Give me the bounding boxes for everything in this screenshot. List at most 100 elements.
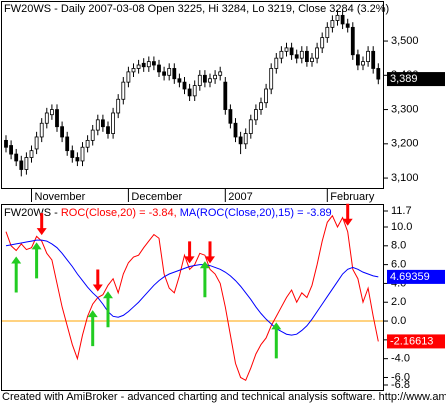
value-box-label: 3,389 — [390, 73, 418, 85]
roc-panel — [1, 204, 384, 391]
candle-body — [136, 64, 141, 69]
value-box-label: -2.16613 — [390, 335, 433, 347]
candle-body — [202, 74, 207, 83]
sell-arrow — [342, 203, 353, 226]
candle-body — [340, 14, 345, 25]
candle-body — [126, 71, 131, 83]
candle-body — [248, 119, 253, 134]
series-line — [5, 239, 379, 336]
candle-body — [192, 85, 197, 97]
candle-body — [50, 109, 54, 116]
candle-body — [350, 26, 355, 56]
candle-body — [151, 61, 156, 66]
candle-body — [106, 126, 110, 134]
candle-body — [208, 78, 212, 83]
buy-arrow — [103, 291, 113, 328]
candle-body — [85, 139, 90, 148]
buy-arrow — [87, 310, 98, 347]
candle-body — [299, 50, 304, 59]
candle-body — [162, 71, 167, 76]
candle-body — [75, 157, 80, 162]
legend-entry: MA(ROC(Close,20),15) = -3.89 — [180, 207, 332, 219]
candle-body — [39, 122, 44, 138]
candle-body — [243, 133, 248, 145]
y-tick-label: 3,100 — [391, 172, 419, 184]
y-tick-label: 2.0 — [391, 296, 406, 308]
roc-title: FW20WS - ROC(Close,20) = -3.84, MA(ROC(C… — [4, 207, 332, 219]
candle-body — [90, 129, 95, 141]
sell-arrow — [92, 269, 103, 292]
candle-body — [284, 47, 289, 52]
candle-body — [116, 98, 121, 114]
candle-body — [60, 126, 64, 138]
candle-body — [330, 20, 335, 28]
y-tick-label: 11.7 — [391, 205, 412, 217]
candle-body — [218, 71, 223, 76]
y-tick-label: 8.0 — [391, 240, 406, 252]
value-box — [387, 269, 445, 284]
candle-body — [253, 109, 258, 121]
candle-body — [65, 136, 70, 152]
value-box — [387, 334, 445, 349]
buy-arrow — [271, 322, 282, 359]
y-tick-label: 3,500 — [391, 35, 419, 47]
sell-arrow — [184, 241, 195, 264]
candle-body — [172, 68, 177, 80]
candle-body — [95, 119, 100, 131]
y-tick-label: -6.0 — [391, 371, 410, 383]
candle-body — [345, 23, 350, 28]
candle-body — [80, 146, 85, 162]
candle-body — [167, 68, 172, 76]
y-tick-label: 3,200 — [391, 138, 419, 150]
candle-body — [376, 68, 381, 80]
candle-body — [320, 37, 325, 49]
candle-body — [177, 78, 182, 83]
candle-body — [335, 14, 340, 21]
candle-body — [29, 150, 34, 158]
sell-arrow — [205, 241, 215, 264]
candle-body — [279, 50, 284, 59]
sell-arrow — [36, 213, 47, 236]
candle-body — [111, 112, 115, 134]
candle-body — [355, 54, 360, 66]
candle-body — [304, 50, 309, 63]
x-tick-label: 2007 — [228, 191, 252, 203]
candle-body — [361, 61, 365, 66]
y-tick-label: 0.0 — [391, 315, 406, 327]
y-tick-label: 10.0 — [391, 221, 412, 233]
candle-body — [9, 145, 14, 155]
x-tick-label: February — [330, 191, 375, 203]
candle-body — [182, 81, 187, 90]
candle-body — [157, 64, 161, 73]
y-tick-label: -4.0 — [391, 353, 410, 365]
y-tick-label: 3,300 — [391, 103, 419, 115]
candle-body — [274, 57, 279, 69]
candle-body — [238, 136, 243, 145]
candle-body — [371, 50, 376, 69]
buy-arrow — [11, 256, 22, 293]
candle-body — [315, 47, 320, 59]
candle-body — [131, 68, 136, 73]
candle-body — [14, 153, 19, 162]
candle-body — [197, 74, 202, 86]
candle-body — [44, 112, 49, 124]
legend-entry: ROC(Close,20) = -3.84, — [61, 207, 177, 219]
price-panel — [1, 1, 384, 189]
candle-body — [269, 68, 274, 90]
value-box-label: 4.69359 — [390, 271, 430, 283]
candle-body — [121, 81, 126, 100]
candle-body — [325, 26, 330, 39]
candle-body — [187, 88, 192, 97]
candle-body — [213, 74, 218, 80]
candle-body — [146, 61, 151, 68]
candle-body — [70, 150, 75, 158]
candle-body — [294, 54, 299, 59]
candle-body — [101, 119, 105, 128]
buy-arrow — [199, 261, 210, 298]
candle-body — [24, 157, 29, 170]
price-title: FW20WS - Daily 2007-03-08 Open 3225, Hi … — [4, 3, 389, 15]
x-tick-label: November — [35, 191, 86, 203]
x-tick-label: December — [131, 191, 182, 203]
